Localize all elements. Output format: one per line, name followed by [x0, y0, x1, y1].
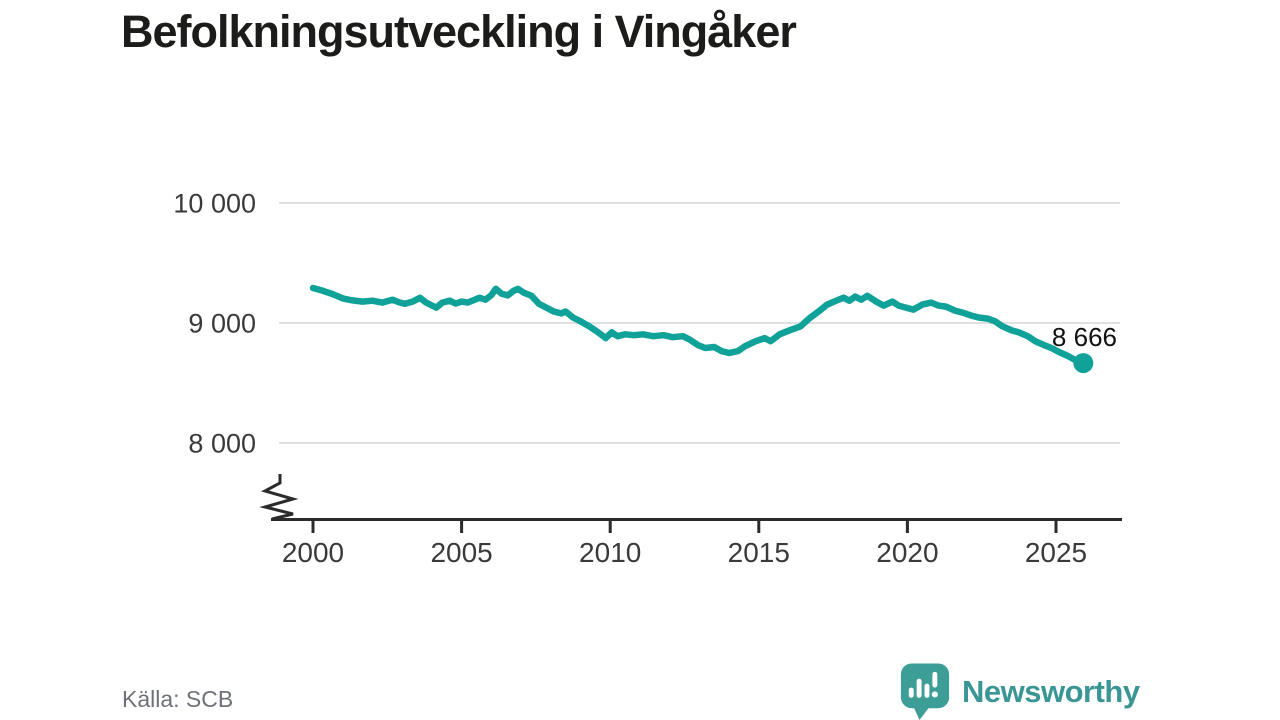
axis-break-icon	[259, 474, 299, 521]
gridlines	[279, 202, 1120, 444]
y-tick-label-10000: 10 000	[173, 189, 256, 219]
latest-value-label: 8 666	[1052, 322, 1117, 352]
newsworthy-logo-icon	[900, 663, 950, 720]
y-tick-label-9000: 9 000	[188, 309, 256, 339]
x-tick-label-2015: 2015	[728, 537, 790, 568]
y-axis-labels: 10 000 9 000 8 000	[173, 189, 256, 459]
x-tick-label-2020: 2020	[876, 537, 938, 568]
newsworthy-wordmark: Newsworthy	[962, 673, 1140, 709]
newsworthy-brand: Newsworthy	[898, 663, 1168, 720]
x-axis-labels: 2000 2005 2010 2015 2020 2025	[282, 537, 1087, 568]
x-axis-ticks	[311, 519, 1058, 533]
x-tick-label-2005: 2005	[430, 537, 492, 568]
x-tick-label-2010: 2010	[579, 537, 641, 568]
page-title: Befolkningsutveckling i Vingåker	[121, 6, 797, 57]
source-note: Källa: SCB	[122, 686, 234, 712]
x-tick-label-2000: 2000	[282, 537, 344, 568]
population-series-line	[309, 284, 1087, 367]
x-tick-label-2025: 2025	[1025, 537, 1087, 568]
latest-value-dot	[1073, 353, 1094, 374]
y-tick-label-8000: 8 000	[188, 429, 256, 459]
